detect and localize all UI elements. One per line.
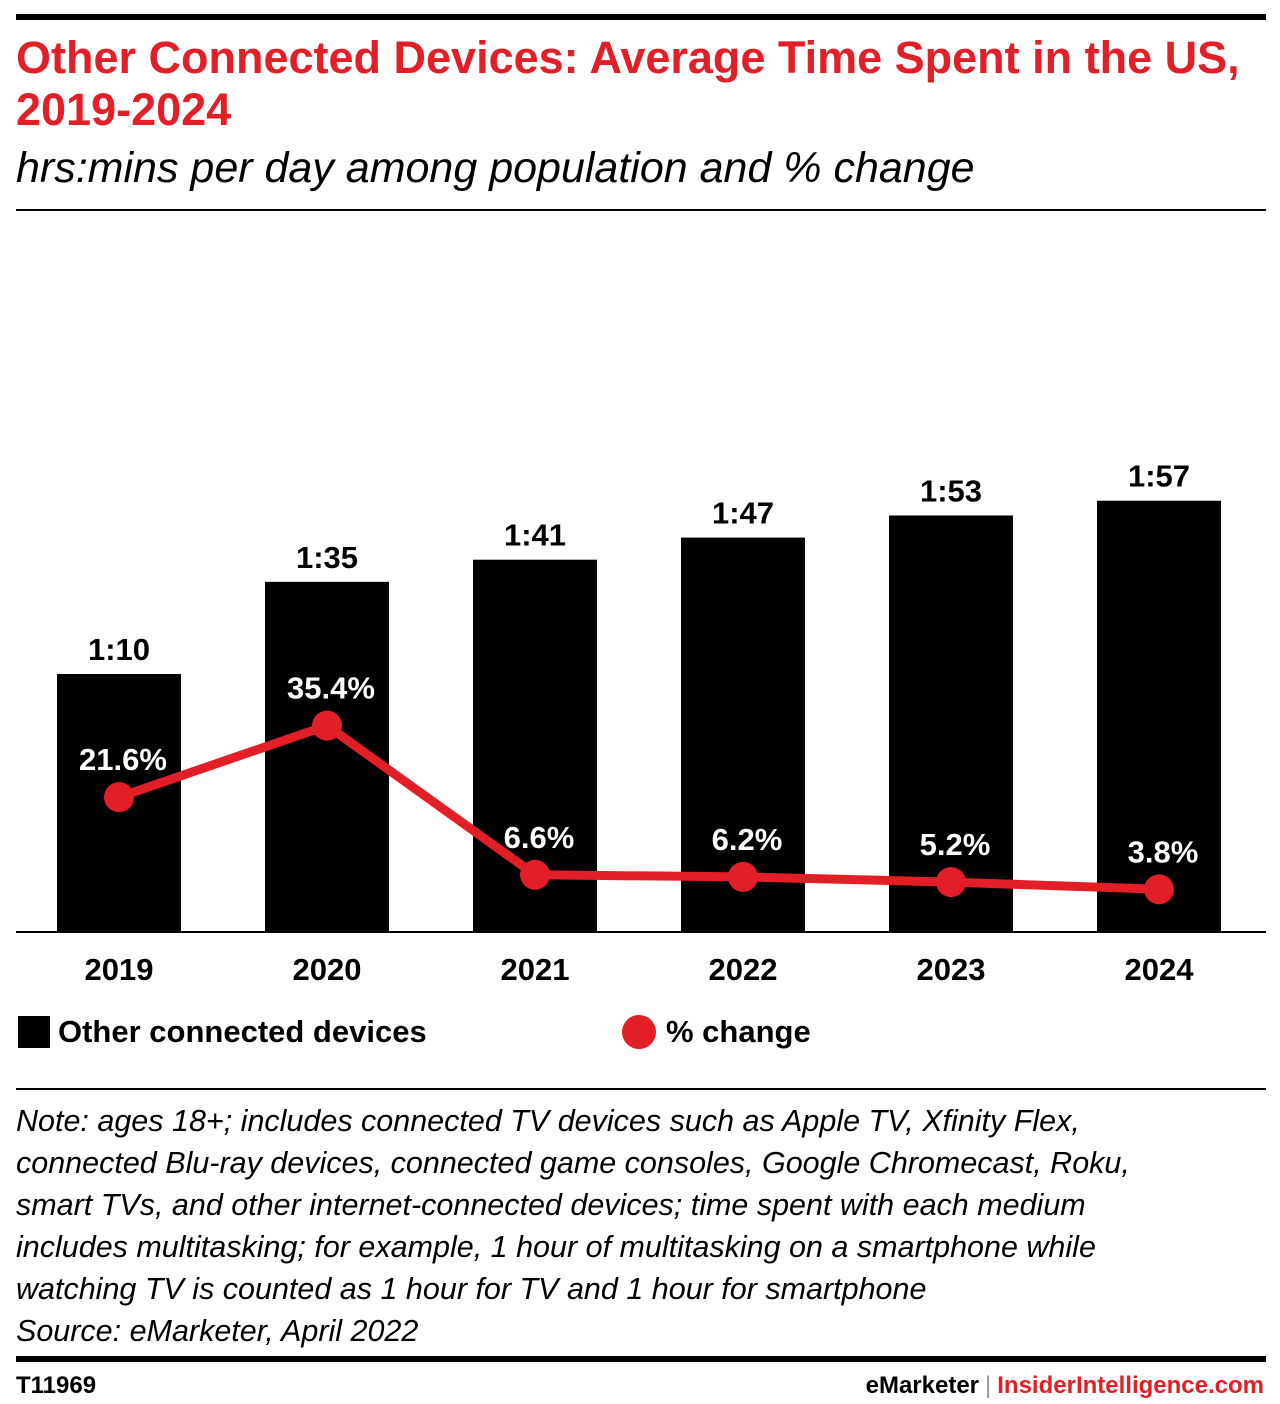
pct-change-point (936, 867, 966, 898)
pct-change-label: 6.6% (504, 820, 575, 855)
bar (1097, 500, 1221, 932)
note-line: watching TV is counted as 1 hour for TV … (16, 1272, 927, 1306)
pct-change-label: 6.2% (712, 822, 783, 857)
note-line: smart TVs, and other internet-connected … (16, 1188, 1086, 1222)
pct-change-label: 21.6% (79, 742, 167, 777)
pct-change-line (117, 721, 1160, 894)
x-tick-label: 2023 (917, 952, 986, 987)
legend-label-bars: Other connected devices (58, 1014, 427, 1049)
note-divider (16, 1088, 1266, 1090)
top-rule (16, 14, 1266, 20)
title-divider (16, 209, 1266, 211)
brand-emarketer: eMarketer (865, 1372, 980, 1399)
footer-brand: eMarketer | InsiderIntelligence.com (866, 1372, 1264, 1400)
note-text: Note: ages 18+; includes connected TV de… (16, 1100, 1266, 1352)
bar-value-label: 1:35 (296, 540, 358, 575)
x-tick-label: 2021 (501, 952, 570, 987)
x-tick-label: 2022 (709, 952, 778, 987)
legend-item-bars: Other connected devices (18, 1010, 427, 1054)
bar (889, 515, 1013, 932)
legend-label-line: % change (666, 1014, 811, 1049)
legend-swatch-bar (18, 1016, 50, 1048)
note-line: connected Blu-ray devices, connected gam… (16, 1146, 1130, 1180)
note-line: includes multitasking; for example, 1 ho… (16, 1230, 1096, 1264)
pct-change-point (728, 861, 758, 892)
pct-change-label: 35.4% (287, 671, 375, 706)
brand-insider-intelligence: InsiderIntelligence.com (997, 1372, 1264, 1399)
chart-subtitle: hrs:mins per day among population and % … (16, 144, 975, 192)
bar-value-label: 1:41 (504, 518, 566, 553)
pct-change-point (104, 782, 134, 813)
chart-title: Other Connected Devices: Average Time Sp… (16, 32, 1240, 135)
legend-swatch-dot (622, 1015, 656, 1049)
bar-value-label: 1:53 (920, 473, 982, 508)
combo-chart: 1:10 1:35 1:41 1:47 1:53 1:57 2019 2020 2021 2022… (16, 459, 1266, 987)
bar-value-label: 1:10 (88, 632, 150, 667)
pct-change-point (520, 859, 550, 890)
pct-change-label: 3.8% (1128, 834, 1199, 869)
x-tick-label: 2020 (293, 952, 362, 987)
chart-id: T11969 (16, 1372, 97, 1399)
pct-change-label: 5.2% (920, 827, 991, 862)
bar-value-label: 1:47 (712, 496, 774, 531)
x-tick-label: 2024 (1125, 952, 1195, 987)
legend-item-line: % change (622, 1010, 811, 1054)
brand-separator: | (985, 1372, 992, 1399)
note-line: Note: ages 18+; includes connected TV de… (16, 1104, 1080, 1138)
bottom-rule (16, 1356, 1266, 1362)
bar-value-label: 1:57 (1128, 459, 1190, 494)
pct-change-point (1144, 874, 1174, 905)
legend: Other connected devices % change (0, 1010, 1280, 1054)
x-tick-label: 2019 (85, 952, 154, 987)
source-line: Source: eMarketer, April 2022 (16, 1314, 419, 1348)
pct-change-point (312, 710, 342, 741)
